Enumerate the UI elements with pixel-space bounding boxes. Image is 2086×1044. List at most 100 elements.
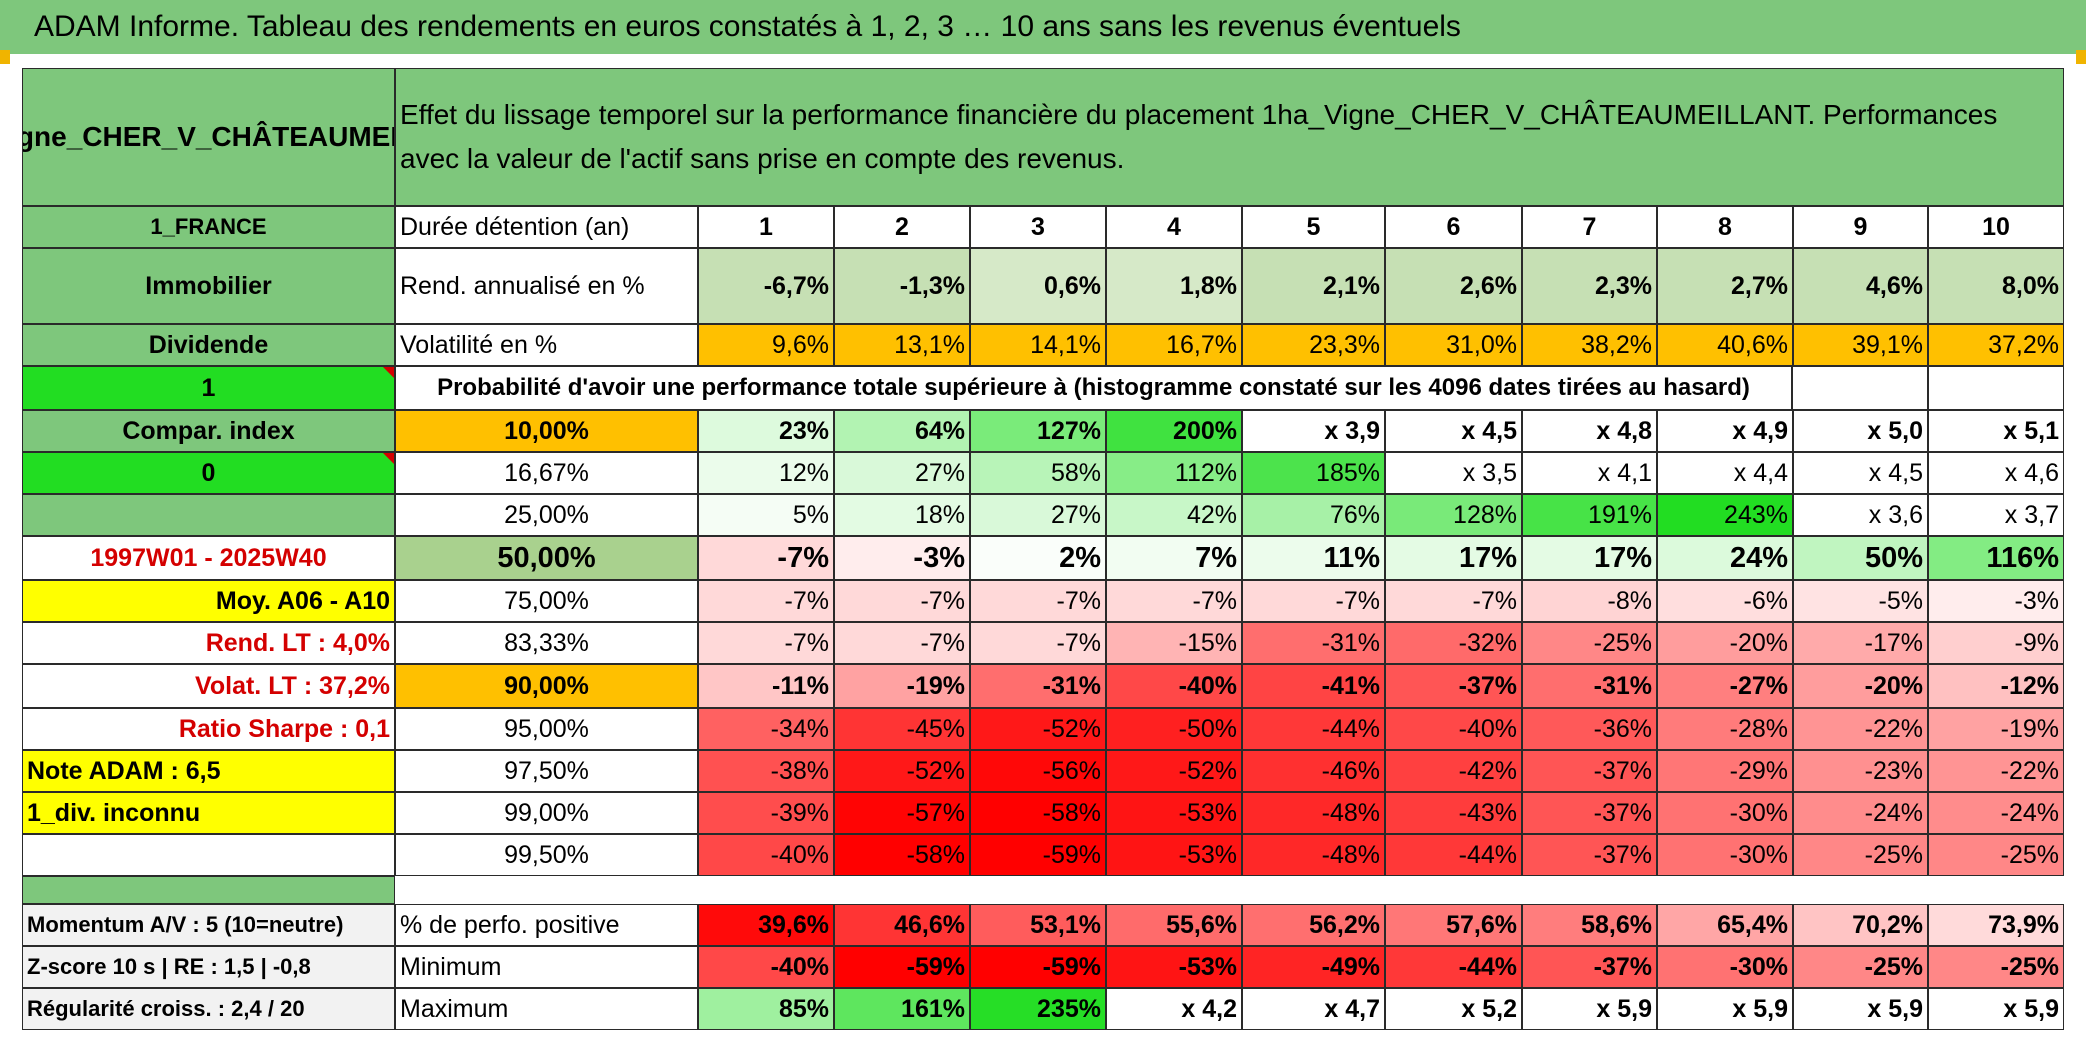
vol-value: 37,2% — [1928, 324, 2064, 366]
percentile-value: x 4,4 — [1657, 452, 1793, 494]
positive-label: % de perfo. positive — [395, 904, 698, 946]
percentile-value: -31% — [1242, 622, 1385, 664]
period-label: 1997W01 - 2025W40 — [22, 536, 395, 580]
asset-name: 1ha_Vigne_CHER_V_CHÂTEAUMEILLANT — [22, 68, 395, 206]
edge-marker-left — [0, 50, 10, 64]
percentile-value: 64% — [834, 410, 970, 452]
percentile-value: -23% — [1793, 750, 1928, 792]
percentile-label: 83,33% — [395, 622, 698, 664]
positive-value: 53,1% — [970, 904, 1106, 946]
percentile-value: -25% — [1928, 834, 2064, 876]
percentile-value: -52% — [834, 750, 970, 792]
minimum-label: Minimum — [395, 946, 698, 988]
percentile-value: 243% — [1657, 494, 1793, 536]
percentile-value: x 4,8 — [1522, 410, 1657, 452]
regularite-label: Régularité croiss. : 2,4 / 20 — [22, 988, 395, 1030]
maximum-value: 161% — [834, 988, 970, 1030]
year-header: 1 — [698, 206, 834, 248]
percentile-value: -7% — [1242, 580, 1385, 622]
country-label: 1_FRANCE — [22, 206, 395, 248]
percentile-value: -48% — [1242, 792, 1385, 834]
percentile-value: x 5,1 — [1928, 410, 2064, 452]
percentile-value: -20% — [1793, 664, 1928, 708]
percentile-value: -50% — [1106, 708, 1242, 750]
percentile-value: 24% — [1657, 536, 1793, 580]
percentile-value: -7% — [698, 580, 834, 622]
percentile-value: -28% — [1657, 708, 1793, 750]
category-label: Immobilier — [22, 248, 395, 324]
percentile-value: 27% — [834, 452, 970, 494]
percentile-label: 99,50% — [395, 834, 698, 876]
percentile-value: -37% — [1522, 792, 1657, 834]
percentile-value: x 3,7 — [1928, 494, 2064, 536]
percentile-value: -58% — [834, 834, 970, 876]
percentile-value: x 4,5 — [1793, 452, 1928, 494]
percentile-value: 27% — [970, 494, 1106, 536]
flag-one: 1 — [22, 366, 395, 410]
percentile-value: 5% — [698, 494, 834, 536]
percentile-value: -53% — [1106, 792, 1242, 834]
vol-value: 16,7% — [1106, 324, 1242, 366]
vol-value: 38,2% — [1522, 324, 1657, 366]
percentile-value: -44% — [1242, 708, 1385, 750]
year-header: 6 — [1385, 206, 1522, 248]
percentile-value: -52% — [1106, 750, 1242, 792]
zscore-label: Z-score 10 s | RE : 1,5 | -0,8 — [22, 946, 395, 988]
percentile-value: -30% — [1657, 834, 1793, 876]
table-description: Effet du lissage temporel sur la perform… — [395, 68, 2064, 206]
percentile-value: -53% — [1106, 834, 1242, 876]
probability-label: Probabilité d'avoir une performance tota… — [395, 366, 1792, 410]
percentile-value: -5% — [1793, 580, 1928, 622]
rend-lt-label: Rend. LT : 4,0% — [22, 622, 395, 664]
minimum-value: -25% — [1793, 946, 1928, 988]
compar-index-label: Compar. index — [22, 410, 395, 452]
percentile-value: 128% — [1385, 494, 1522, 536]
percentile-value: -22% — [1928, 750, 2064, 792]
percentile-value: -22% — [1793, 708, 1928, 750]
vol-value: 40,6% — [1657, 324, 1793, 366]
note-adam-label: Note ADAM : 6,5 — [22, 750, 395, 792]
minimum-value: -25% — [1928, 946, 2064, 988]
percentile-value: x 3,9 — [1242, 410, 1385, 452]
positive-value: 46,6% — [834, 904, 970, 946]
maximum-value: x 4,7 — [1242, 988, 1385, 1030]
percentile-value: -42% — [1385, 750, 1522, 792]
maximum-value: x 5,9 — [1522, 988, 1657, 1030]
div-label: 1_div. inconnu — [22, 792, 395, 834]
rend-value: -1,3% — [834, 248, 970, 324]
percentile-value: -37% — [1385, 664, 1522, 708]
moy-label: Moy. A06 - A10 — [22, 580, 395, 622]
positive-value: 56,2% — [1242, 904, 1385, 946]
vol-value: 14,1% — [970, 324, 1106, 366]
momentum-label: Momentum A/V : 5 (10=neutre) — [22, 904, 395, 946]
percentile-value: 2% — [970, 536, 1106, 580]
percentile-value: -40% — [1106, 664, 1242, 708]
rend-value: 8,0% — [1928, 248, 2064, 324]
percentile-label: 99,00% — [395, 792, 698, 834]
percentile-label: 50,00% — [395, 536, 698, 580]
maximum-value: x 5,9 — [1793, 988, 1928, 1030]
percentile-value: -7% — [834, 622, 970, 664]
percentile-value: 58% — [970, 452, 1106, 494]
year-header: 4 — [1106, 206, 1242, 248]
percentile-label: 95,00% — [395, 708, 698, 750]
rend-value: 1,8% — [1106, 248, 1242, 324]
percentile-value: -39% — [698, 792, 834, 834]
percentile-value: -46% — [1242, 750, 1385, 792]
left-empty-cell — [22, 494, 395, 536]
year-header: 9 — [1793, 206, 1928, 248]
minimum-value: -49% — [1242, 946, 1385, 988]
percentile-value: -3% — [1928, 580, 2064, 622]
duree-label: Durée détention (an) — [395, 206, 698, 248]
percentile-value: x 4,9 — [1657, 410, 1793, 452]
percentile-value: -25% — [1522, 622, 1657, 664]
percentile-value: -31% — [1522, 664, 1657, 708]
percentile-value: -40% — [1385, 708, 1522, 750]
percentile-value: 42% — [1106, 494, 1242, 536]
minimum-value: -40% — [698, 946, 834, 988]
percentile-value: x 4,6 — [1928, 452, 2064, 494]
percentile-value: -11% — [698, 664, 834, 708]
flag-zero: 0 — [22, 452, 395, 494]
rend-value: 2,1% — [1242, 248, 1385, 324]
rend-value: 2,7% — [1657, 248, 1793, 324]
